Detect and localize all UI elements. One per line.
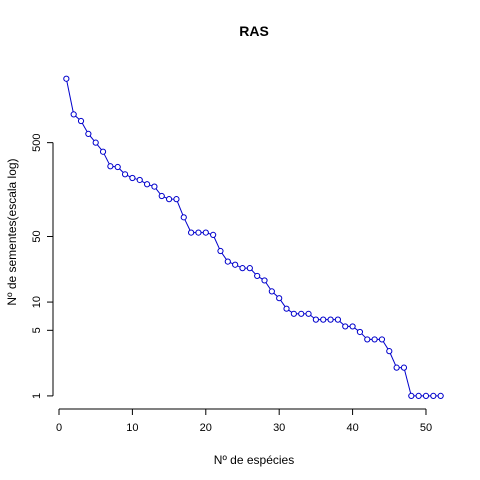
x-tick-label: 10 — [126, 422, 138, 434]
data-point — [268, 288, 275, 295]
data-point — [254, 272, 261, 280]
y-tick-label: 5 — [31, 327, 43, 333]
series-segment — [81, 123, 88, 132]
data-point — [92, 139, 99, 146]
data-point — [165, 196, 173, 203]
chart-title: RAS — [239, 23, 269, 39]
data-point — [85, 130, 92, 137]
series-segment — [89, 135, 95, 141]
data-point — [408, 392, 415, 400]
series-segment — [404, 370, 412, 394]
y-tick-label: 10 — [31, 296, 43, 308]
data-point — [364, 336, 371, 343]
series-segment — [288, 309, 293, 313]
data-point — [261, 277, 268, 284]
data-point — [151, 183, 158, 190]
data-point — [430, 392, 437, 400]
data-point — [63, 75, 70, 82]
series-segment — [66, 81, 74, 112]
data-point — [195, 229, 202, 236]
data-point — [327, 316, 334, 323]
data-point — [349, 323, 356, 330]
data-point — [232, 261, 239, 268]
series-segment — [184, 219, 191, 231]
series-segment — [251, 269, 256, 275]
data-point — [378, 336, 386, 343]
data-point — [224, 258, 231, 265]
data-point — [356, 328, 364, 336]
data-point — [415, 392, 422, 400]
data-point — [386, 348, 393, 355]
x-tick-label: 0 — [56, 422, 62, 434]
x-tick-label: 20 — [200, 422, 212, 434]
series-segment — [273, 292, 278, 297]
data-point — [210, 231, 217, 238]
series-segment — [382, 341, 389, 350]
data-point — [202, 229, 209, 236]
data-point — [342, 323, 349, 330]
data-point — [422, 392, 430, 400]
y-tick-label: 1 — [31, 393, 43, 399]
data-point — [320, 316, 327, 323]
series-segment — [354, 327, 359, 331]
data-point — [158, 192, 165, 200]
data-point — [400, 364, 408, 371]
series-segment — [265, 282, 271, 290]
series-segment — [75, 115, 80, 120]
data-point — [298, 310, 305, 317]
data-point — [121, 171, 129, 178]
data-point — [114, 163, 121, 171]
data-point — [143, 181, 151, 188]
series-segment — [155, 188, 161, 195]
series-segment — [103, 153, 110, 165]
data-point — [173, 196, 180, 203]
x-tick-label: 50 — [420, 422, 432, 434]
series-segment — [141, 180, 146, 184]
series-segment — [280, 300, 286, 307]
data-point — [129, 174, 136, 182]
data-point — [276, 295, 283, 302]
series — [63, 75, 444, 400]
data-point — [290, 310, 297, 317]
data-point — [99, 148, 107, 155]
series-segment — [176, 201, 184, 216]
data-point — [107, 163, 114, 170]
data-point — [371, 336, 378, 343]
data-point — [70, 111, 77, 118]
data-point — [312, 316, 319, 323]
data-point — [188, 229, 195, 236]
data-point — [283, 305, 290, 312]
y-axis-label: Nº de sementes(escala log) — [5, 158, 19, 305]
series-segment — [339, 321, 344, 326]
y-tick-label: 500 — [31, 133, 43, 151]
x-tick-label: 40 — [346, 422, 358, 434]
data-point — [77, 117, 85, 125]
x-tick-label: 30 — [273, 422, 285, 434]
data-point — [305, 310, 312, 317]
data-point — [239, 265, 246, 272]
series-segment — [221, 252, 227, 260]
data-point — [437, 392, 444, 400]
data-point — [393, 364, 400, 371]
series-segment — [127, 175, 131, 178]
data-point — [136, 176, 143, 184]
series-segment — [259, 276, 263, 280]
series-segment — [119, 168, 124, 173]
series-segment — [310, 315, 315, 319]
data-point — [246, 265, 253, 272]
series-segment — [389, 353, 397, 366]
y-tick-label: 50 — [31, 230, 43, 242]
data-point — [334, 316, 342, 323]
axes: 0 10 20 30 40 50 1 5 10 50 500 — [31, 133, 432, 434]
x-axis-label: Nº de espécies — [214, 453, 294, 467]
series-segment — [361, 333, 366, 338]
data-point — [217, 247, 224, 255]
series-segment — [213, 237, 220, 249]
data-point — [180, 214, 187, 221]
series-segment — [96, 144, 102, 151]
